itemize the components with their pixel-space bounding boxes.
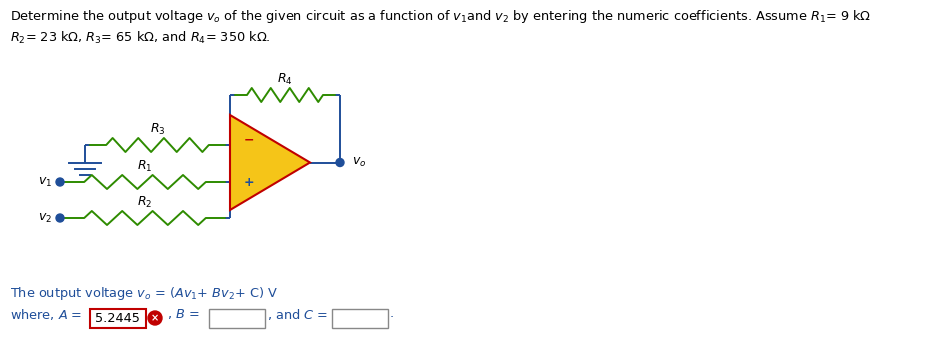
Text: where, $A$ =: where, $A$ =: [10, 307, 84, 322]
Text: , $B$ =: , $B$ =: [167, 307, 201, 321]
Text: $R_4$: $R_4$: [277, 71, 293, 87]
Text: $v_2$: $v_2$: [38, 212, 52, 225]
Text: +: +: [244, 175, 254, 188]
Text: $R_2$= 23 k$\Omega$, $R_3$= 65 k$\Omega$, and $R_4$= 350 k$\Omega$.: $R_2$= 23 k$\Omega$, $R_3$= 65 k$\Omega$…: [10, 30, 270, 46]
Circle shape: [148, 311, 162, 325]
Text: ×: ×: [151, 313, 159, 323]
Text: $v_1$: $v_1$: [38, 175, 52, 188]
Text: .: .: [390, 307, 395, 320]
Text: $v_o$: $v_o$: [352, 156, 367, 169]
Text: $R_3$: $R_3$: [150, 121, 165, 136]
FancyBboxPatch shape: [209, 309, 265, 327]
FancyBboxPatch shape: [90, 309, 146, 327]
Circle shape: [56, 214, 64, 222]
Text: $R_1$: $R_1$: [137, 158, 152, 174]
Text: $R_2$: $R_2$: [137, 195, 152, 209]
Circle shape: [56, 178, 64, 186]
Circle shape: [336, 158, 344, 166]
Text: 5.2445: 5.2445: [95, 312, 140, 325]
Text: The output voltage $v_o$ = ($Av_1$+ $Bv_2$+ C) V: The output voltage $v_o$ = ($Av_1$+ $Bv_…: [10, 285, 278, 302]
Polygon shape: [230, 115, 310, 210]
Text: Determine the output voltage $v_o$ of the given circuit as a function of $v_1$an: Determine the output voltage $v_o$ of th…: [10, 8, 871, 25]
Text: , and $C$ =: , and $C$ =: [267, 307, 329, 322]
Text: −: −: [244, 134, 254, 147]
FancyBboxPatch shape: [332, 309, 387, 327]
